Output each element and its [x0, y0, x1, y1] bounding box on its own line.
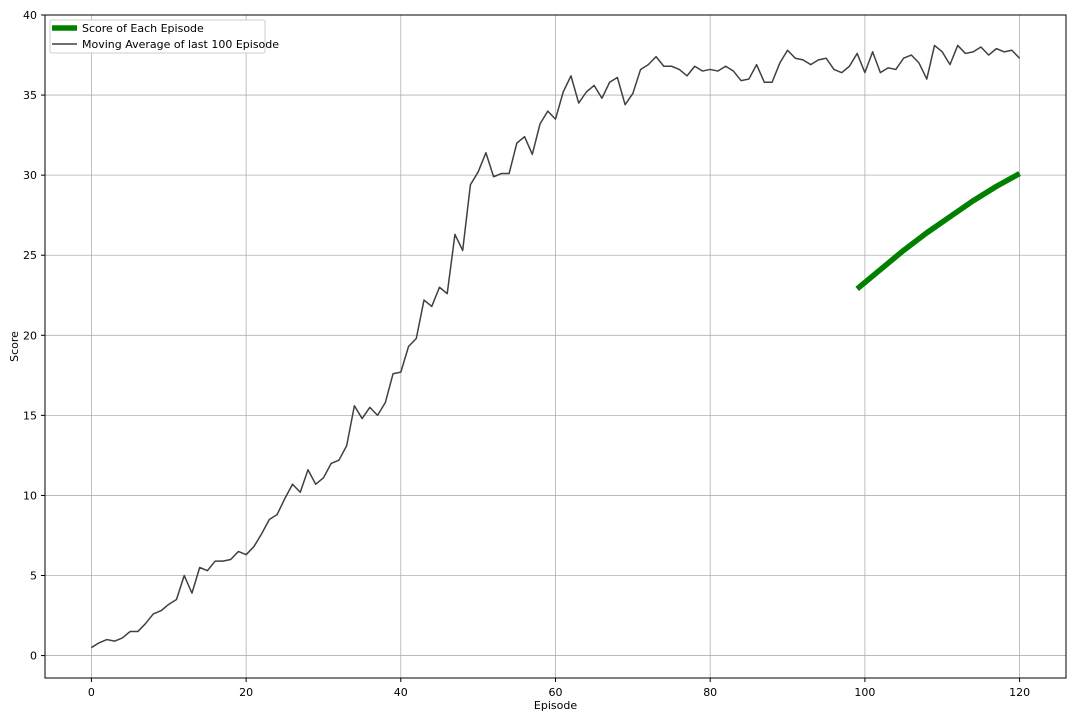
x-tick-label: 0 — [88, 686, 95, 699]
legend-box — [49, 19, 266, 54]
legend-label-moving-average: Moving Average of last 100 Episode — [82, 38, 279, 51]
y-tick-label: 10 — [23, 489, 37, 502]
x-tick-label: 120 — [1009, 686, 1030, 699]
y-tick-label: 25 — [23, 249, 37, 262]
y-axis-label: Score — [8, 331, 21, 362]
series-line-score — [855, 171, 1021, 291]
legend: Score of Each Episode Moving Average of … — [49, 19, 279, 54]
y-tick-label: 5 — [30, 570, 37, 583]
y-tick-label: 20 — [23, 329, 37, 342]
x-tick-label: 40 — [394, 686, 408, 699]
grid — [45, 14, 1066, 678]
x-tick-label: 20 — [239, 686, 253, 699]
ticks: 0 20 40 60 80 100 120 0 5 10 15 20 25 30 35 40 — [23, 9, 1030, 699]
series-line-moving-average — [91, 44, 1021, 649]
y-tick-label: 15 — [23, 409, 37, 422]
y-tick-label: 30 — [23, 169, 37, 182]
x-tick-label: 80 — [703, 686, 717, 699]
x-tick-label: 60 — [549, 686, 563, 699]
legend-label-score: Score of Each Episode — [82, 22, 204, 35]
series-layer — [91, 44, 1021, 649]
y-tick-label: 35 — [23, 89, 37, 102]
x-tick-label: 100 — [854, 686, 875, 699]
y-tick-label: 0 — [30, 650, 37, 663]
x-axis-label: Episode — [534, 699, 577, 712]
y-tick-label: 40 — [23, 9, 37, 22]
